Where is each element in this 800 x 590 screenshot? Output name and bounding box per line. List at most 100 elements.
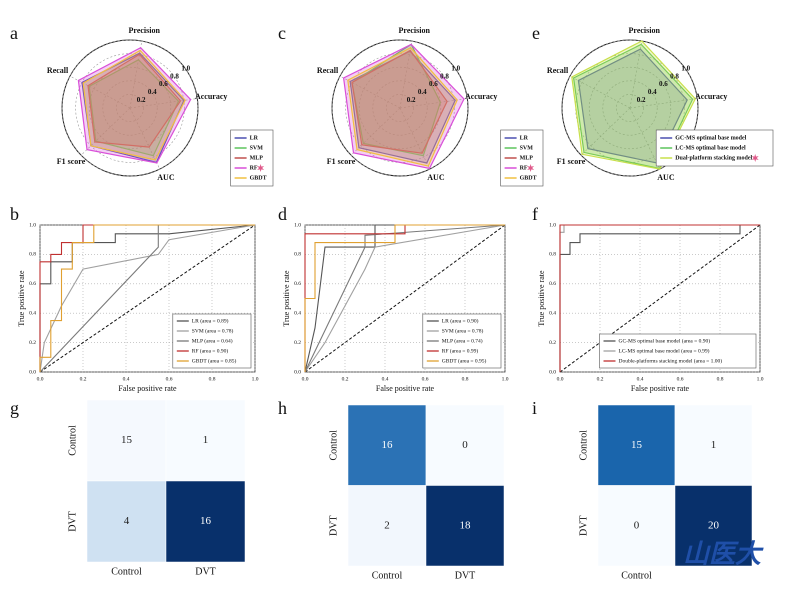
axis-label: Precision bbox=[129, 26, 161, 35]
x-tick-label: 0.6 bbox=[166, 376, 173, 382]
x-tick-label: 0.2 bbox=[80, 376, 87, 382]
y-tick-label: 0.6 bbox=[294, 281, 301, 287]
legend-label: LC-MS optimal base model bbox=[675, 145, 746, 151]
r-tick-label: 0.6 bbox=[659, 80, 668, 88]
y-tick-label: 1.0 bbox=[294, 222, 301, 228]
legend-box bbox=[655, 129, 774, 167]
axis-label: F1 score bbox=[57, 157, 86, 166]
x-tick-label: DVT bbox=[455, 570, 476, 581]
cell-value: 20 bbox=[708, 519, 720, 531]
legend-label: LR bbox=[250, 135, 259, 141]
cell-value: 16 bbox=[382, 439, 394, 451]
y-tick-label: 0.4 bbox=[549, 310, 556, 316]
r-tick-label: 0.6 bbox=[429, 80, 438, 88]
y-tick-label: Control bbox=[328, 430, 339, 461]
cell-value: 1 bbox=[711, 439, 717, 451]
legend-label: SVM (area = 0.78) bbox=[192, 327, 234, 334]
radar-area bbox=[351, 49, 448, 154]
cell-value: 15 bbox=[121, 434, 133, 446]
cell-value: 4 bbox=[124, 515, 130, 527]
legend-label: SVM bbox=[250, 145, 264, 151]
matrix-cell bbox=[86, 480, 167, 563]
r-tick-label: 1.0 bbox=[451, 65, 460, 73]
y-tick-label: 0.2 bbox=[549, 340, 556, 346]
cell-value: 18 bbox=[460, 519, 472, 531]
y-tick-label: 0.8 bbox=[549, 252, 556, 258]
grid-ring bbox=[102, 80, 158, 136]
radar-area bbox=[347, 46, 458, 167]
radar-spoke bbox=[399, 98, 468, 109]
radar-spoke bbox=[629, 40, 643, 109]
x-tick-label: 0.6 bbox=[422, 376, 429, 382]
legend-label: MLP bbox=[520, 155, 534, 161]
panel-label: a bbox=[10, 23, 18, 43]
roc-curve bbox=[559, 224, 760, 372]
panel-label: e bbox=[532, 23, 540, 43]
axis-label: Precision bbox=[629, 26, 661, 35]
chance-line bbox=[39, 224, 256, 373]
r-tick-label: 1.0 bbox=[181, 65, 190, 73]
r-tick-label: 0.8 bbox=[170, 72, 179, 80]
radar-spoke bbox=[80, 107, 131, 156]
matrix-cell bbox=[597, 485, 676, 567]
legend-label: LR (area = 0.90) bbox=[442, 317, 479, 324]
r-tick-label: 0.4 bbox=[648, 88, 657, 96]
y-tick-label: 0.0 bbox=[549, 369, 556, 375]
y-tick-label: DVT bbox=[578, 515, 589, 536]
x-tick-label: 0.2 bbox=[342, 376, 349, 382]
legend-label: GBDT (area = 0.95) bbox=[442, 357, 487, 364]
legend-box bbox=[599, 333, 757, 369]
x-tick-label: Control bbox=[372, 570, 403, 581]
grid-ring bbox=[75, 53, 185, 163]
radar-spoke bbox=[129, 107, 161, 170]
legend-label: LR bbox=[520, 135, 529, 141]
y-tick-label: Control bbox=[578, 430, 589, 461]
grid-ring bbox=[116, 94, 144, 122]
panel-label: b bbox=[10, 204, 19, 224]
radar-area bbox=[77, 46, 192, 164]
cell-value: 1 bbox=[203, 434, 209, 446]
legend-label: LC-MS optimal base model (area = 0.99) bbox=[619, 347, 710, 354]
legend-label: RF bbox=[250, 165, 258, 171]
axis-label: AUC bbox=[657, 173, 675, 182]
r-tick-label: 0.6 bbox=[159, 80, 168, 88]
axis-label: Accuracy bbox=[465, 92, 497, 101]
y-tick-label: 0.0 bbox=[294, 369, 301, 375]
r-tick-label: 0.2 bbox=[637, 96, 646, 104]
y-axis-title: True positive rate bbox=[282, 270, 291, 327]
legend-label: LR (area = 0.89) bbox=[192, 317, 229, 324]
axis-label: Accuracy bbox=[695, 92, 727, 101]
y-tick-label: 0.8 bbox=[29, 252, 36, 258]
y-tick-label: 0.6 bbox=[29, 281, 36, 287]
legend-label: MLP (area = 0.74) bbox=[442, 337, 483, 344]
axis-label: AUC bbox=[427, 173, 445, 182]
matrix-cell bbox=[425, 404, 505, 486]
y-tick-label: DVT bbox=[328, 515, 339, 536]
y-tick-label: 0.2 bbox=[294, 340, 301, 346]
legend-label: GBDT (area = 0.85) bbox=[192, 357, 237, 364]
radar-spoke bbox=[629, 98, 698, 109]
radar-area bbox=[342, 43, 465, 170]
panel-label: g bbox=[10, 398, 19, 418]
r-tick-label: 0.8 bbox=[440, 72, 449, 80]
roc-curve bbox=[304, 224, 505, 372]
roc-curve bbox=[559, 224, 760, 372]
y-axis-title: True positive rate bbox=[17, 270, 26, 327]
r-tick-label: 0.2 bbox=[407, 96, 416, 104]
axis-label: Precision bbox=[399, 26, 431, 35]
roc-curve bbox=[39, 224, 255, 372]
x-tick-label: Control bbox=[621, 570, 652, 581]
y-tick-label: 1.0 bbox=[549, 222, 556, 228]
grid-ring bbox=[561, 39, 699, 177]
legend-label: SVM bbox=[520, 145, 534, 151]
legend-label: Double-platforms stacking model (area = … bbox=[619, 357, 723, 364]
matrix-cell bbox=[425, 485, 505, 567]
grid-ring bbox=[616, 94, 644, 122]
y-tick-label: Control bbox=[67, 425, 78, 456]
legend-label: SVM (area = 0.78) bbox=[442, 327, 484, 334]
radar-area bbox=[82, 49, 186, 161]
roc-curve bbox=[39, 224, 256, 373]
matrix-cell bbox=[674, 485, 753, 567]
r-tick-label: 0.4 bbox=[418, 88, 427, 96]
